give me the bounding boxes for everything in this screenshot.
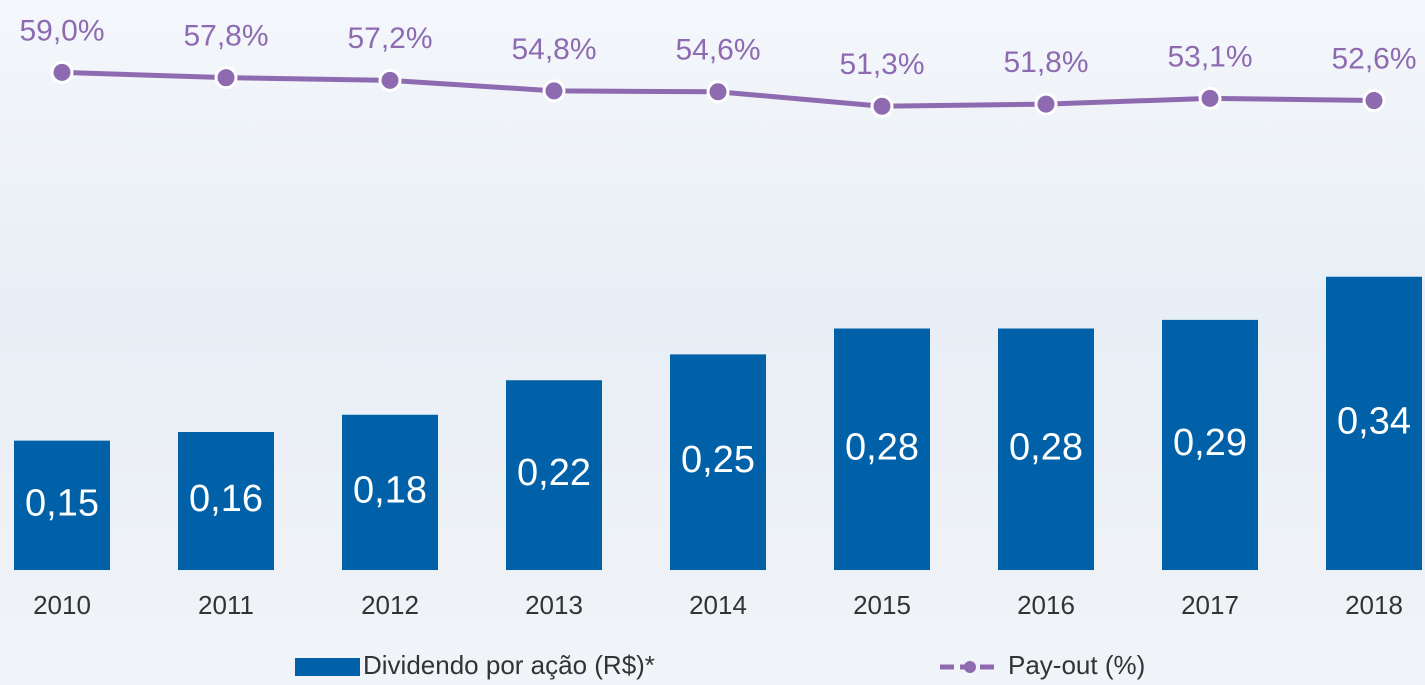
legend-swatch-dot [964,661,976,673]
line-value-label: 59,0% [19,14,104,47]
line-point [1198,86,1222,110]
x-tick-label: 2010 [33,590,91,620]
legend-label: Dividendo por ação (R$)* [363,650,655,680]
bar-value-label: 0,28 [1009,426,1083,468]
bar-value-label: 0,18 [353,469,427,511]
line-point [542,79,566,103]
bar-value-label: 0,16 [189,478,263,520]
x-tick-label: 2017 [1181,590,1239,620]
bar-value-label: 0,29 [1173,422,1247,464]
line-point [378,68,402,92]
x-tick-label: 2018 [1345,590,1403,620]
line-point [214,66,238,90]
x-tick-label: 2016 [1017,590,1075,620]
bar-value-label: 0,28 [845,426,919,468]
line-value-label: 57,2% [347,22,432,55]
bar [998,328,1094,570]
line-value-label: 52,6% [1331,42,1416,75]
x-tick-label: 2013 [525,590,583,620]
line-value-label: 54,8% [511,33,596,66]
line-point [50,60,74,84]
bar-value-label: 0,22 [517,452,591,494]
bar [1326,276,1422,570]
bar [1162,319,1258,570]
line-point [870,94,894,118]
bar [670,354,766,570]
line-value-label: 51,3% [839,48,924,81]
x-tick-label: 2011 [198,590,254,620]
bar [178,432,274,570]
legend-swatch [295,658,360,676]
bar [342,414,438,570]
bar-value-label: 0,34 [1337,400,1411,442]
bar [834,328,930,570]
legend-label: Pay-out (%) [1008,650,1145,680]
line-point [706,80,730,104]
bar [506,380,602,570]
bar-value-label: 0,15 [25,482,99,524]
line-value-label: 51,8% [1003,46,1088,79]
x-tick-label: 2012 [361,590,419,620]
bar [14,440,110,570]
x-tick-label: 2014 [689,590,747,620]
line-value-label: 57,8% [183,20,268,53]
line-value-label: 54,6% [675,34,760,67]
bar-value-label: 0,25 [681,439,755,481]
line-point [1034,92,1058,116]
x-tick-label: 2015 [853,590,911,620]
line-point [1362,89,1386,113]
line-value-label: 53,1% [1167,40,1252,73]
